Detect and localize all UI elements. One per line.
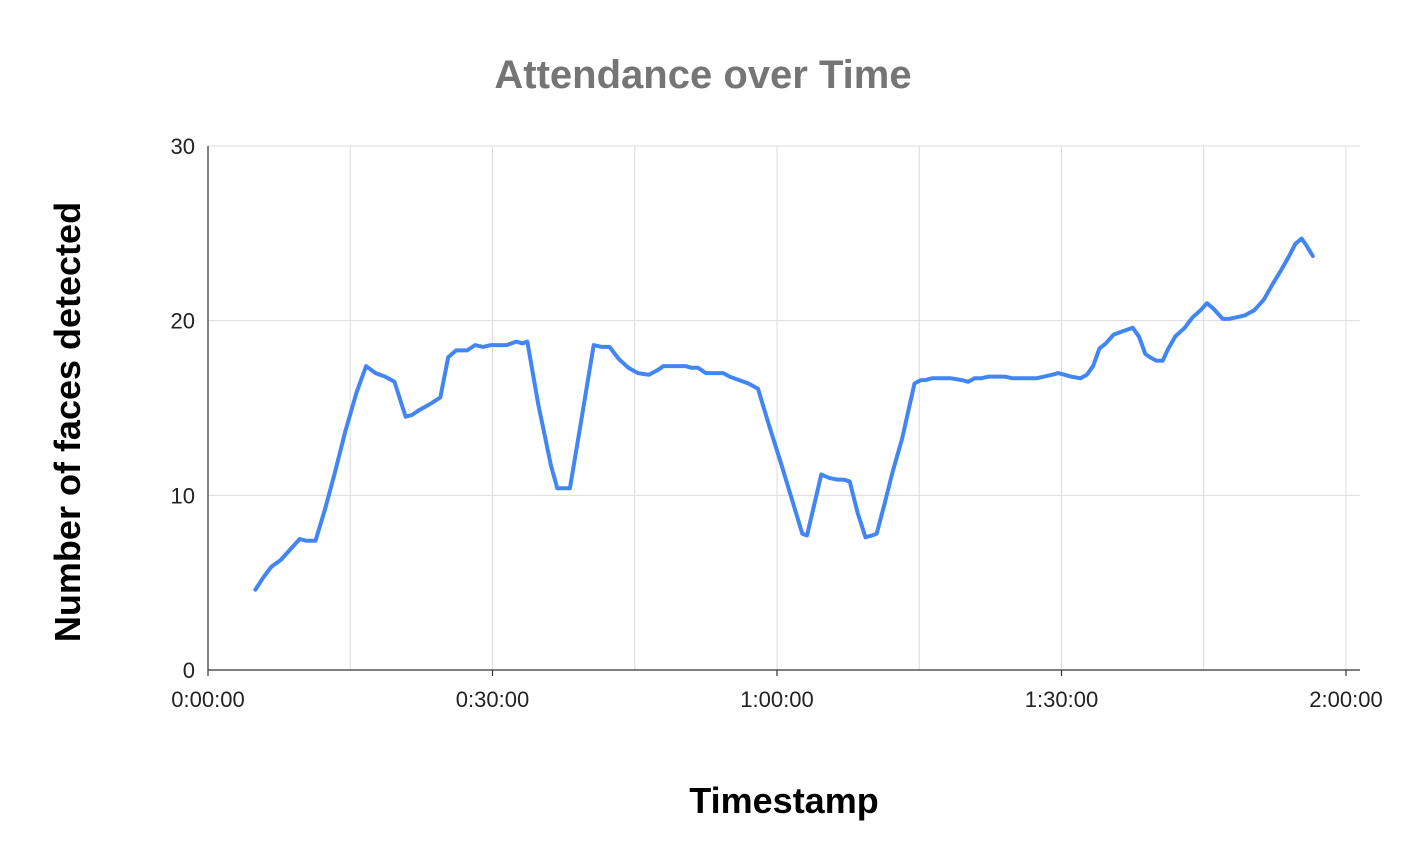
chart-title: Attendance over Time <box>494 53 911 97</box>
x-tick-label: 2:00:00 <box>1309 687 1382 712</box>
x-tick-label: 1:30:00 <box>1025 687 1098 712</box>
x-tick-label: 0:00:00 <box>171 687 244 712</box>
y-tick-label: 0 <box>183 658 195 683</box>
series-layer <box>253 236 1315 592</box>
axes <box>207 146 1360 671</box>
x-axis-title: Timestamp <box>689 780 878 821</box>
x-tick-label: 1:00:00 <box>740 687 813 712</box>
x-tick-label: 0:30:00 <box>456 687 529 712</box>
gridlines <box>208 145 1360 670</box>
y-axis-ticks: 0 10 20 30 <box>171 134 195 683</box>
y-tick-label: 10 <box>171 483 195 508</box>
y-tick-label: 20 <box>171 309 195 334</box>
x-axis-ticks: 0:00:00 0:30:00 1:00:00 1:30:00 2:00:00 <box>171 670 1383 712</box>
y-tick-label: 30 <box>171 134 195 159</box>
series-line <box>253 236 1315 592</box>
y-axis-title: Number of faces detected <box>47 202 88 642</box>
